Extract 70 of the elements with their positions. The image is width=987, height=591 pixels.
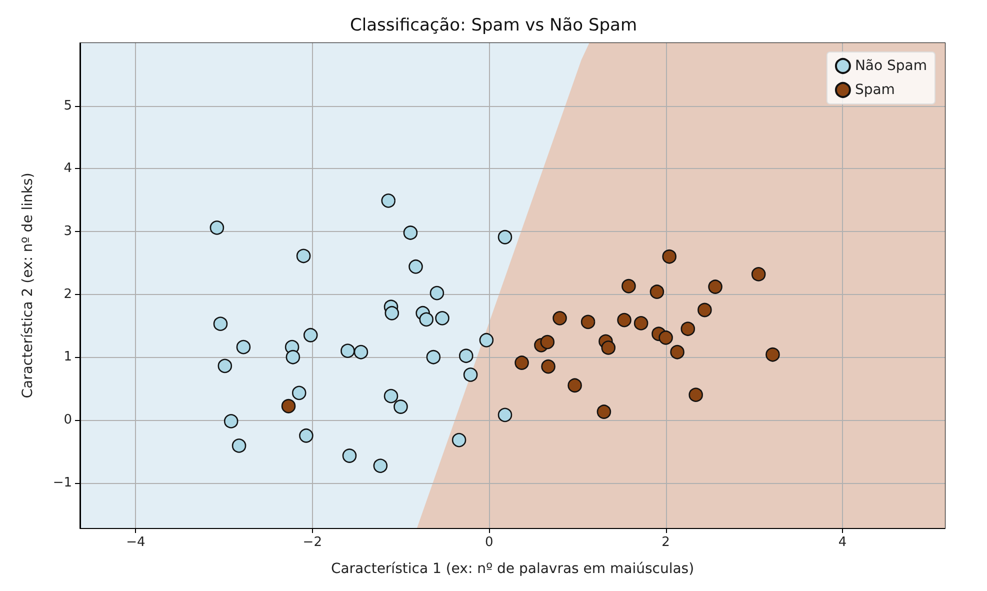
point	[751, 267, 766, 282]
point	[452, 432, 466, 448]
point	[213, 316, 228, 331]
point	[601, 340, 616, 355]
y-tick-label: 2	[64, 286, 72, 302]
point	[224, 414, 238, 428]
point	[419, 312, 434, 327]
x-axis-title: Característica 1 (ex: nº de palavras em maiúsculas)	[330, 561, 694, 577]
y-tick-label: −1	[52, 475, 72, 490]
point	[303, 328, 318, 342]
x-tick-label: −4	[126, 535, 146, 550]
y-tick-label: 0	[64, 412, 72, 428]
point	[708, 280, 722, 294]
point	[286, 350, 300, 364]
y-tick-label: 5	[64, 98, 72, 114]
point	[299, 428, 314, 443]
point	[617, 312, 632, 328]
point	[580, 314, 596, 330]
point	[430, 286, 444, 300]
point	[552, 311, 567, 326]
y-tick-label: 4	[64, 161, 72, 176]
point	[340, 344, 355, 358]
point	[210, 220, 224, 235]
point	[680, 322, 696, 336]
point	[296, 248, 311, 264]
point	[568, 378, 582, 393]
legend-label: Spam	[854, 82, 895, 98]
point	[514, 356, 529, 370]
x-tick-label: 4	[838, 535, 847, 550]
point	[540, 334, 555, 350]
y-tick-label: 1	[64, 350, 72, 365]
point	[688, 388, 703, 402]
point	[479, 333, 494, 348]
point	[373, 458, 388, 473]
point	[342, 448, 357, 463]
point	[662, 249, 676, 264]
point	[384, 388, 398, 404]
x-tick-label: 2	[662, 535, 670, 550]
point	[498, 408, 512, 422]
x-tick-label: 0	[484, 535, 494, 550]
point	[354, 344, 368, 360]
legend-label: Não Spam	[854, 58, 928, 74]
point	[650, 284, 664, 299]
point	[384, 306, 400, 320]
point	[498, 230, 512, 244]
point	[670, 344, 684, 360]
point	[281, 398, 296, 414]
point	[698, 302, 712, 318]
x-tick-label: −2	[302, 535, 322, 550]
point	[541, 359, 556, 374]
chart-title: Classificação: Spam vs Não Spam	[350, 16, 637, 36]
point	[236, 340, 251, 354]
point	[394, 400, 408, 414]
point	[463, 368, 478, 382]
y-tick-label: 3	[64, 224, 72, 239]
point	[435, 311, 450, 326]
point	[596, 404, 612, 419]
point	[218, 358, 232, 374]
point	[232, 438, 246, 453]
point	[408, 260, 423, 274]
point	[766, 347, 780, 362]
point	[458, 348, 474, 364]
point	[426, 350, 441, 364]
point	[381, 194, 396, 208]
point	[658, 330, 673, 345]
y-axis-title: Característica 2 (ex: nº de links)	[20, 172, 36, 398]
point	[292, 386, 306, 400]
point	[403, 226, 418, 240]
point	[622, 278, 636, 294]
point	[634, 316, 648, 330]
